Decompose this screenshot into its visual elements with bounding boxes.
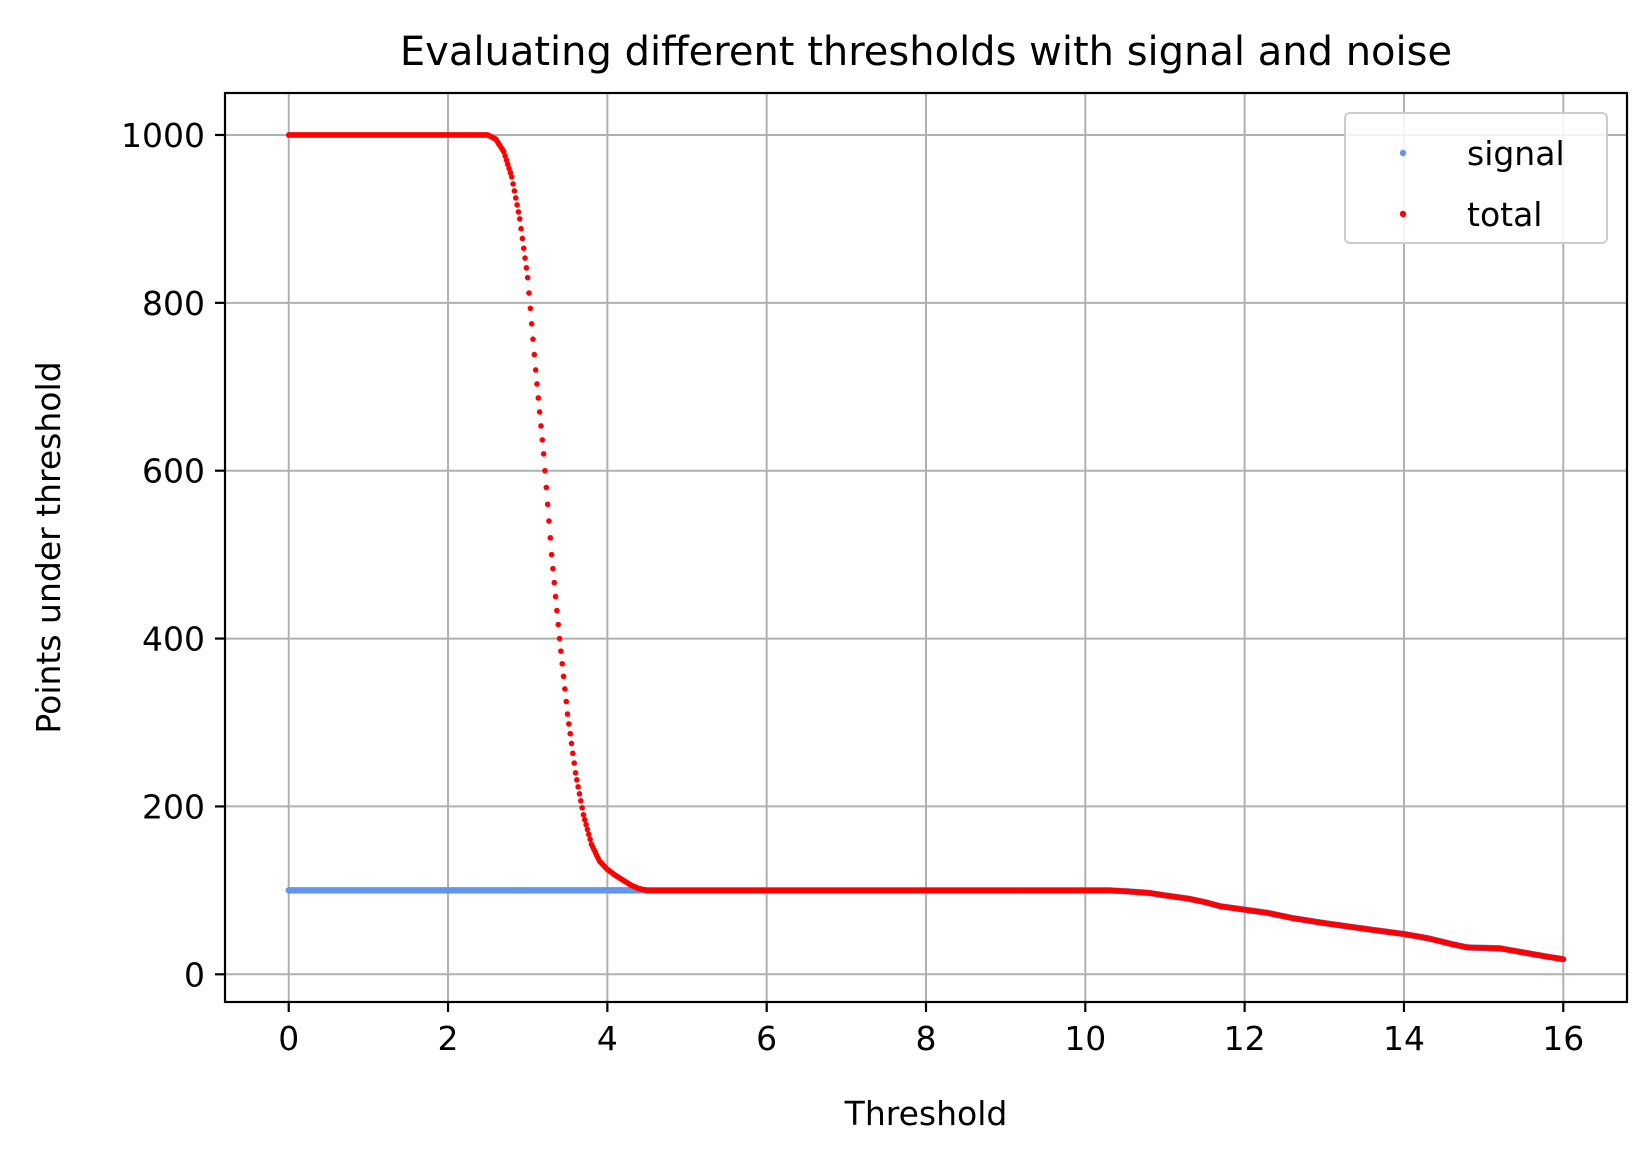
total-point <box>574 777 580 783</box>
total-point <box>585 831 592 838</box>
total-point <box>531 351 538 358</box>
total-point <box>542 467 548 474</box>
total-point <box>548 551 555 558</box>
x-tick-label: 8 <box>916 1019 937 1058</box>
chart-title: Evaluating different thresholds with sig… <box>400 29 1452 75</box>
y-axis-label: Points under threshold <box>29 361 68 733</box>
total-point <box>581 816 588 823</box>
total-point <box>578 798 584 804</box>
total-point <box>523 265 530 271</box>
legend-marker-signal <box>1399 149 1407 157</box>
series-total <box>285 132 1567 962</box>
total-point <box>563 698 570 705</box>
x-tick-label: 12 <box>1224 1019 1266 1058</box>
total-point <box>534 381 540 387</box>
total-point <box>520 245 527 252</box>
y-tick-label: 800 <box>142 284 205 323</box>
total-point <box>579 805 585 811</box>
y-axis: 0 200 400 600 800 1000 <box>121 116 225 994</box>
legend-label-signal: signal <box>1467 134 1565 173</box>
total-point <box>583 821 589 828</box>
total-point <box>540 451 547 457</box>
total-point <box>555 621 562 628</box>
total-point <box>559 660 566 667</box>
total-point <box>527 305 534 312</box>
total-point <box>530 336 536 343</box>
total-point <box>514 202 520 208</box>
total-point <box>524 274 531 281</box>
total-point <box>552 593 559 600</box>
total-point <box>518 225 524 232</box>
total-point <box>512 195 519 201</box>
legend-box <box>1344 112 1608 244</box>
total-point <box>538 423 544 429</box>
total-point <box>571 760 577 766</box>
total-point <box>502 153 508 159</box>
total-point <box>543 484 550 491</box>
total-point <box>504 161 511 168</box>
total-point <box>511 188 518 194</box>
total-point <box>506 165 512 172</box>
total-point <box>519 235 526 242</box>
total-point <box>510 181 516 187</box>
total-point <box>550 565 556 572</box>
total-point <box>526 290 532 296</box>
grid <box>225 93 1627 1002</box>
total-point <box>567 730 573 737</box>
legend: signal total <box>1344 112 1608 244</box>
total-point <box>501 148 507 155</box>
x-tick-label: 10 <box>1064 1019 1106 1058</box>
total-point <box>572 770 579 776</box>
total-point <box>551 579 558 586</box>
total-point <box>544 501 551 508</box>
x-tick-label: 16 <box>1542 1019 1584 1058</box>
total-point <box>584 826 591 833</box>
x-tick-label: 2 <box>438 1019 459 1058</box>
total-point <box>587 836 593 843</box>
y-tick-label: 600 <box>142 452 205 491</box>
x-tick-label: 14 <box>1383 1019 1425 1058</box>
legend-label-total: total <box>1467 195 1542 234</box>
total-point <box>547 535 554 541</box>
legend-marker-total <box>1399 210 1407 218</box>
total-point <box>536 409 543 415</box>
y-tick-label: 1000 <box>121 116 205 155</box>
total-point <box>535 395 542 401</box>
total-point <box>568 740 575 747</box>
total-point <box>576 791 583 797</box>
total-point <box>516 216 523 222</box>
total-point <box>566 721 572 727</box>
plot-data <box>285 132 1567 963</box>
total-point <box>522 255 528 261</box>
total-point <box>515 209 522 215</box>
total-point <box>546 518 552 524</box>
total-point <box>539 437 546 443</box>
x-axis: 0 2 4 6 8 10 12 14 16 <box>278 1002 1584 1058</box>
total-point <box>580 812 587 818</box>
total-point <box>1560 956 1567 962</box>
total-point <box>528 321 535 327</box>
total-point <box>562 686 568 692</box>
x-axis-label: Threshold <box>844 1094 1008 1133</box>
x-tick-label: 0 <box>278 1019 299 1058</box>
total-point <box>556 635 563 642</box>
y-tick-label: 0 <box>184 955 205 994</box>
total-point <box>508 174 515 180</box>
x-tick-label: 6 <box>756 1019 777 1058</box>
total-point <box>564 711 571 717</box>
total-point <box>560 673 567 680</box>
total-point <box>554 607 560 614</box>
x-tick-label: 4 <box>597 1019 618 1058</box>
total-point <box>532 367 539 373</box>
total-point <box>575 784 581 790</box>
y-tick-label: 200 <box>142 787 205 826</box>
total-point <box>558 648 564 654</box>
total-point <box>570 750 576 757</box>
y-tick-label: 400 <box>142 620 205 659</box>
